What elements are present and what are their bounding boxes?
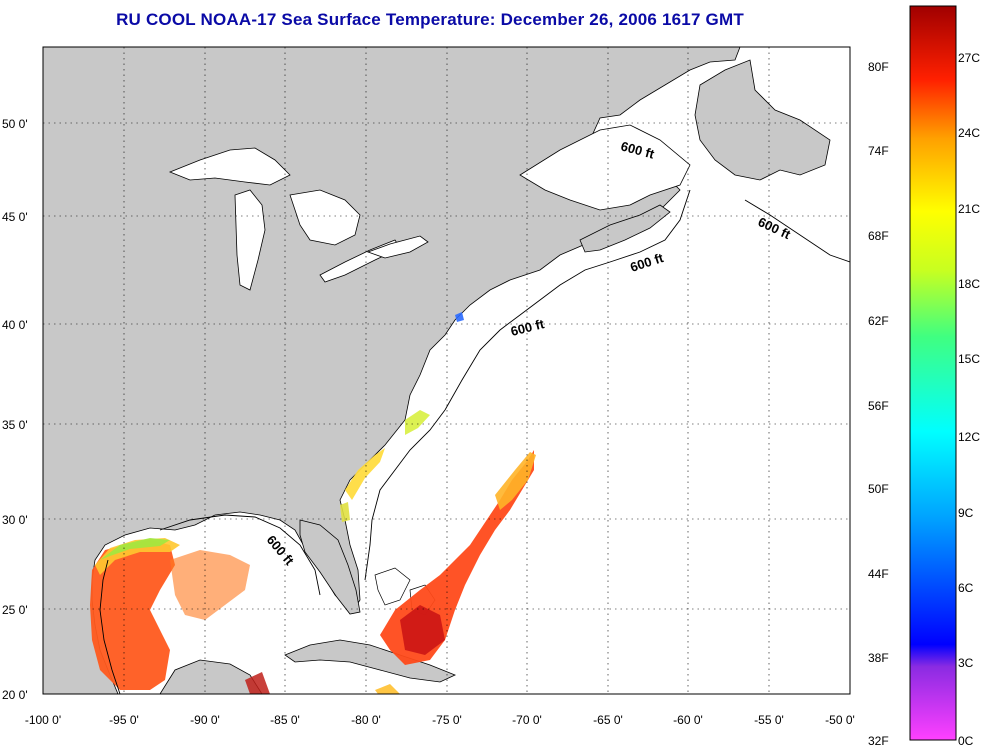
lake-michigan — [234, 189, 266, 291]
sst-atlantic-coast — [340, 312, 464, 694]
colorbar-fahrenheit-labels: 80F 74F 68F 62F 56F 50F 44F 38F 32F — [868, 60, 889, 748]
colorbar-gradient — [909, 5, 957, 741]
colorbar-c-label: 0C — [958, 734, 974, 748]
colorbar-c-label: 9C — [958, 506, 974, 520]
colorbar-c-label: 24C — [958, 126, 980, 140]
colorbar: 80F 74F 68F 62F 56F 50F 44F 38F 32F 27C … — [868, 5, 980, 748]
x-tick-label: -80 0' — [351, 713, 381, 727]
x-tick-label: -75 0' — [432, 713, 462, 727]
colorbar-f-label: 44F — [868, 567, 889, 581]
x-tick-label: -50 0' — [825, 713, 855, 727]
sst-gulf-stream — [380, 450, 536, 665]
land-newfoundland — [694, 59, 831, 181]
x-tick-label: -55 0' — [754, 713, 784, 727]
lake-superior — [168, 147, 291, 186]
land-yucatan — [159, 659, 263, 694]
y-tick-label: 20 0' — [2, 688, 28, 702]
colorbar-c-label: 18C — [958, 277, 980, 291]
x-tick-label: -95 0' — [109, 713, 139, 727]
map-frame — [42, 46, 851, 695]
lake-huron — [289, 189, 361, 246]
colorbar-f-label: 38F — [868, 651, 889, 665]
land-nova-scotia — [579, 204, 671, 253]
colorbar-c-label: 6C — [958, 581, 974, 595]
y-tick-label: 35 0' — [2, 418, 28, 432]
y-tick-label: 40 0' — [2, 318, 28, 332]
x-tick-label: -90 0' — [190, 713, 220, 727]
y-tick-label: 45 0' — [2, 210, 28, 224]
y-tick-label: 25 0' — [2, 603, 28, 617]
colorbar-f-label: 62F — [868, 314, 889, 328]
x-tick-label: -85 0' — [270, 713, 300, 727]
colorbar-c-label: 3C — [958, 656, 974, 670]
colorbar-f-label: 32F — [868, 734, 889, 748]
x-tick-label: -65 0' — [593, 713, 623, 727]
colorbar-c-label: 27C — [958, 51, 980, 65]
colorbar-f-label: 50F — [868, 482, 889, 496]
y-tick-label: 50 0' — [2, 117, 28, 131]
colorbar-f-label: 56F — [868, 399, 889, 413]
land-florida — [299, 519, 361, 615]
colorbar-f-label: 74F — [868, 144, 889, 158]
x-tick-label: -100 0' — [25, 713, 61, 727]
map-title: RU COOL NOAA-17 Sea Surface Temperature:… — [116, 10, 744, 29]
land-cuba — [284, 639, 457, 683]
gulf-st-lawrence — [519, 124, 691, 211]
x-axis: -100 0' -95 0' -90 0' -85 0' -80 0' -75 … — [25, 713, 855, 727]
colorbar-celsius-labels: 27C 24C 21C 18C 15C 12C 9C 6C 3C 0C — [958, 51, 980, 748]
colorbar-c-label: 21C — [958, 202, 980, 216]
colorbar-c-label: 15C — [958, 352, 980, 366]
x-tick-label: -60 0' — [673, 713, 703, 727]
gridlines — [43, 47, 850, 694]
y-tick-label: 30 0' — [2, 513, 28, 527]
colorbar-f-label: 80F — [868, 60, 889, 74]
colorbar-c-label: 12C — [958, 430, 980, 444]
y-axis: 50 0' 45 0' 40 0' 35 0' 30 0' 25 0' 20 0… — [2, 117, 28, 702]
colorbar-f-label: 68F — [868, 229, 889, 243]
lake-ontario — [366, 235, 429, 259]
isobath-600ft — [99, 189, 850, 694]
sst-gulf-of-mexico — [90, 538, 270, 694]
x-tick-label: -70 0' — [512, 713, 542, 727]
